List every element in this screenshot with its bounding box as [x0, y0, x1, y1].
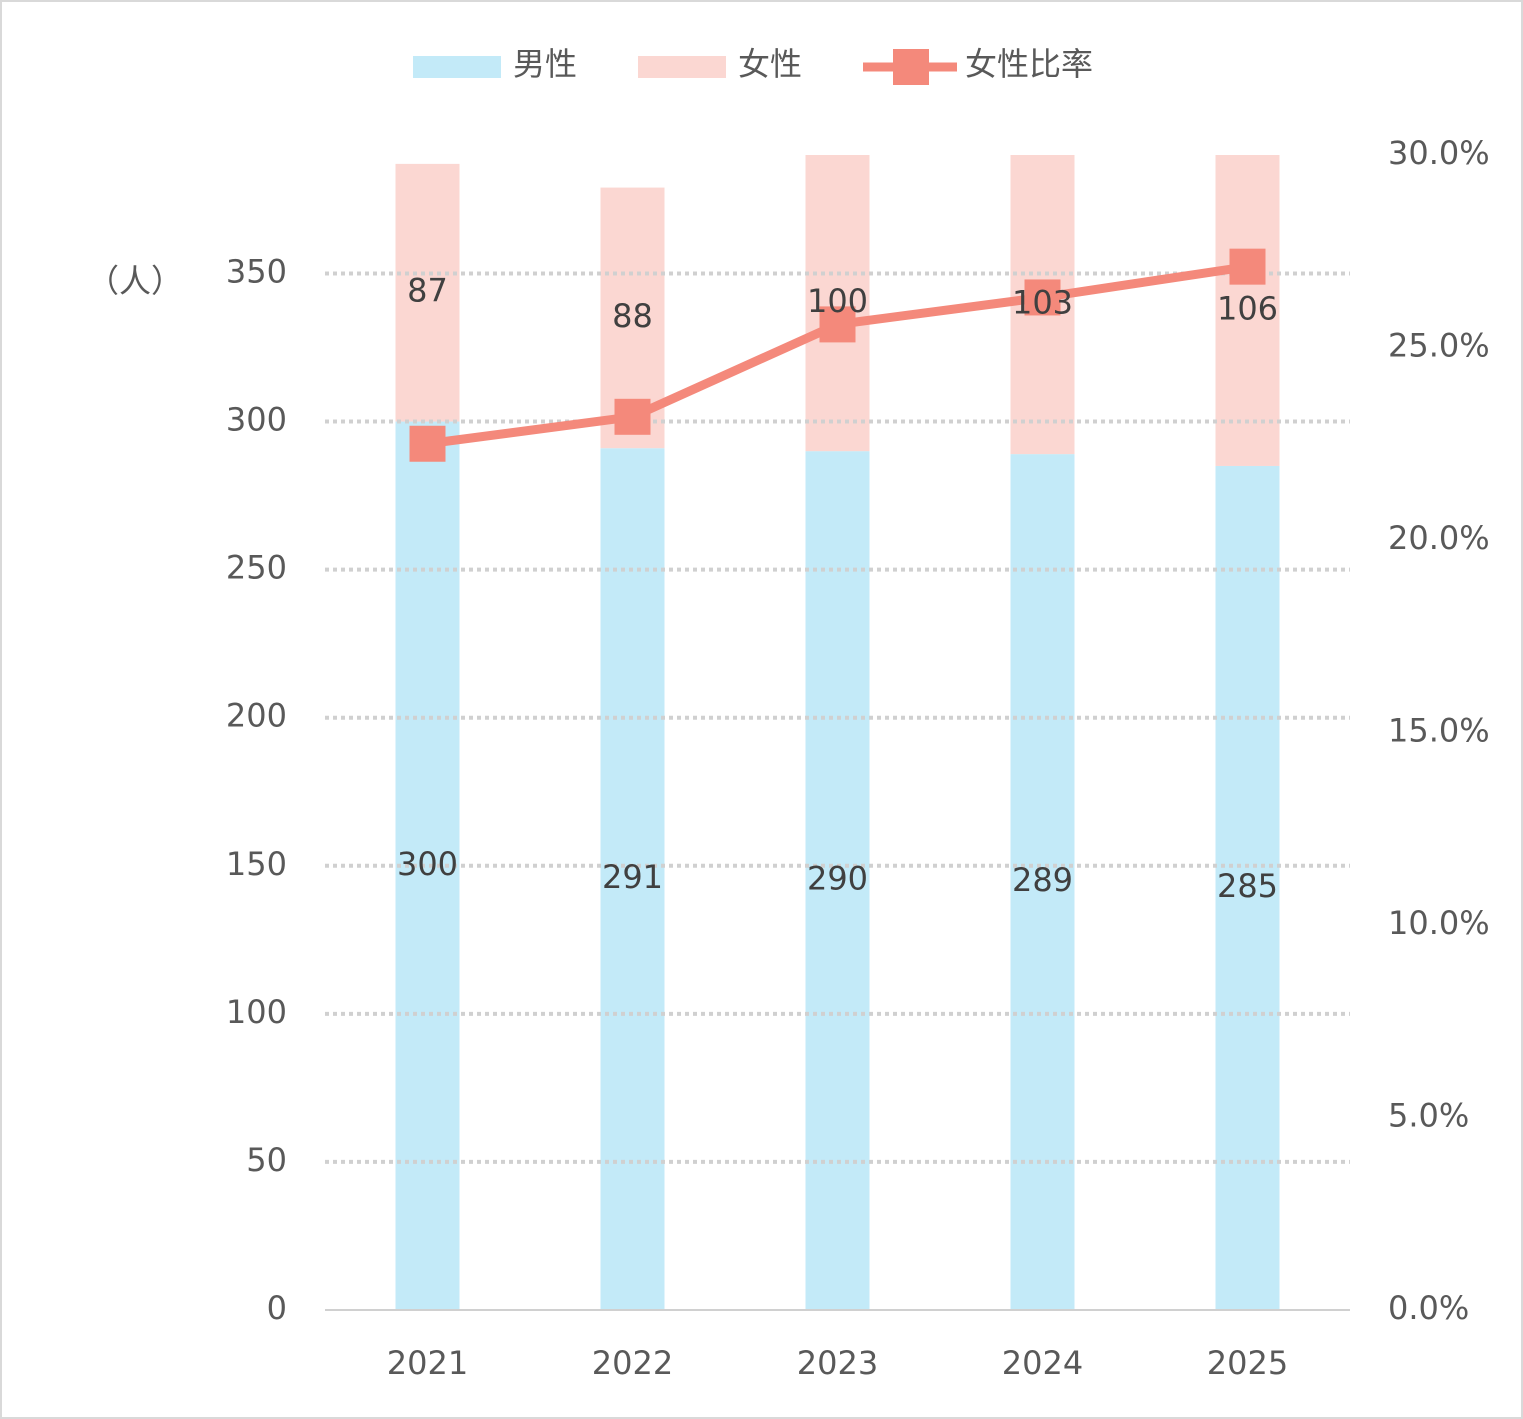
y-tick-label: 300	[226, 401, 287, 439]
y2-tick-label: 25.0%	[1388, 327, 1490, 365]
y-tick-label: 150	[226, 845, 287, 883]
line-marker	[819, 306, 856, 343]
y2-tick-label: 10.0%	[1388, 904, 1490, 942]
bar-segment	[600, 448, 665, 1310]
data-label: 88	[612, 297, 653, 335]
bar-segment	[1215, 155, 1280, 466]
line-marker	[1229, 248, 1266, 285]
y-tick-label: 100	[226, 993, 287, 1031]
x-tick-label: 2023	[797, 1344, 878, 1382]
legend-label: 女性比率	[965, 45, 1093, 83]
data-label: 291	[602, 858, 663, 896]
bar-segment	[805, 451, 870, 1311]
x-tick-label: 2025	[1207, 1344, 1288, 1382]
legend-swatch	[638, 56, 726, 78]
bar-segment	[1010, 454, 1075, 1311]
x-tick-label: 2022	[592, 1344, 673, 1382]
bar-segment	[805, 155, 870, 452]
x-tick-label: 2024	[1002, 1344, 1083, 1382]
y-tick-label: 50	[246, 1141, 287, 1179]
line-marker	[409, 425, 446, 462]
y-tick-label: 350	[226, 252, 287, 290]
data-label: 285	[1217, 867, 1278, 905]
y-tick-label: 0	[267, 1289, 287, 1327]
data-label: 100	[807, 282, 868, 320]
bar-segment	[1215, 465, 1280, 1310]
y2-tick-label: 5.0%	[1388, 1097, 1469, 1135]
y-tick-label: 200	[226, 697, 287, 735]
legend-label: 男性	[513, 45, 577, 83]
line-marker	[614, 398, 651, 435]
y2-tick-label: 20.0%	[1388, 519, 1490, 557]
line-marker	[1024, 279, 1061, 316]
data-label: 289	[1012, 861, 1073, 899]
legend-label: 女性	[738, 45, 802, 83]
data-label: 87	[407, 272, 448, 310]
y2-tick-label: 0.0%	[1388, 1289, 1469, 1327]
bar-segment	[395, 163, 460, 422]
y2-tick-label: 15.0%	[1388, 712, 1490, 750]
y-axis-label: （人）	[87, 262, 183, 300]
x-tick-label: 2021	[387, 1344, 468, 1382]
legend-swatch	[413, 56, 501, 78]
data-label: 300	[397, 845, 458, 883]
y-tick-label: 250	[226, 549, 287, 587]
data-label: 103	[1012, 284, 1073, 322]
y2-tick-label: 30.0%	[1388, 134, 1490, 172]
data-label: 290	[807, 860, 868, 898]
legend-marker	[893, 49, 929, 85]
data-label: 106	[1217, 289, 1278, 327]
